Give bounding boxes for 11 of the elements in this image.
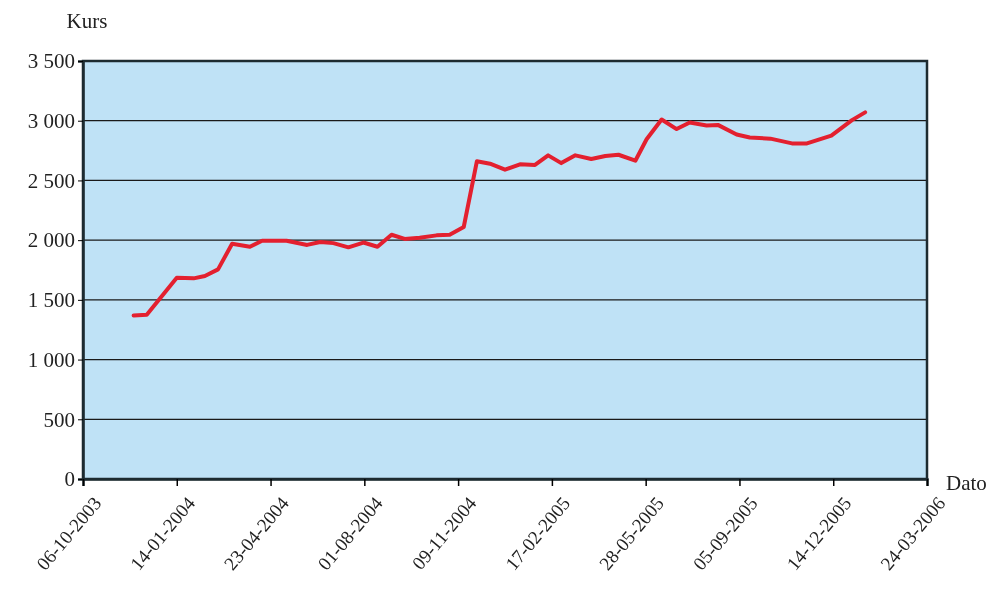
y-tick-label: 2 500 [27, 168, 75, 193]
y-tick-label: 1 000 [27, 347, 75, 372]
y-tick-label: 3 500 [27, 49, 75, 74]
y-tick-label: 2 000 [27, 228, 75, 253]
y-tick-label: 0 [64, 467, 75, 492]
x-axis-title: Dato [946, 471, 987, 495]
y-tick-label: 500 [43, 407, 75, 432]
y-tick-label: 3 000 [27, 108, 75, 133]
line-series [131, 110, 868, 318]
y-axis-title: Kurs [66, 9, 108, 33]
y-tick-label: 1 500 [27, 288, 75, 313]
